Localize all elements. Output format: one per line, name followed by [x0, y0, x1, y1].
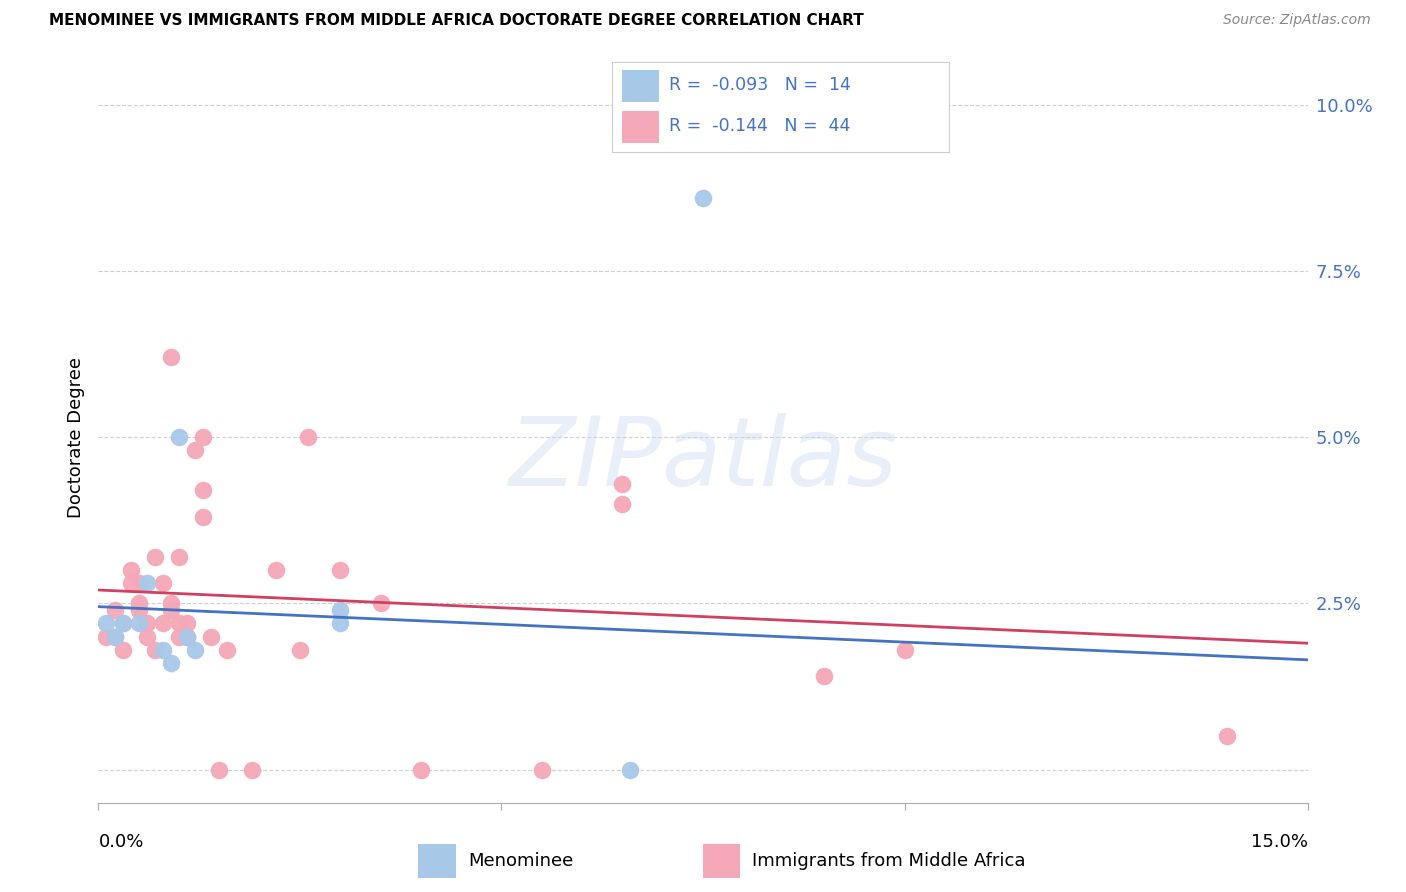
Point: [167, 616, 190, 631]
Point: [135, 616, 157, 631]
Point: [111, 616, 134, 631]
Point: [111, 643, 134, 657]
Point: [128, 596, 150, 610]
Point: [612, 476, 634, 491]
Point: [135, 630, 157, 644]
Text: R =  -0.144   N =  44: R = -0.144 N = 44: [669, 117, 851, 136]
Point: [128, 616, 150, 631]
Point: [240, 763, 263, 777]
Point: [217, 643, 239, 657]
Point: [128, 576, 150, 591]
Point: [329, 616, 352, 631]
Point: [160, 596, 183, 610]
Point: [103, 603, 125, 617]
Point: [103, 630, 125, 644]
Point: [176, 630, 198, 644]
Point: [193, 509, 215, 524]
Text: R =  -0.093   N =  14: R = -0.093 N = 14: [669, 76, 851, 95]
Point: [160, 656, 183, 670]
Point: [329, 603, 352, 617]
Text: ZIPatlas: ZIPatlas: [509, 412, 897, 506]
Point: [612, 497, 634, 511]
Text: MENOMINEE VS IMMIGRANTS FROM MIDDLE AFRICA DOCTORATE DEGREE CORRELATION CHART: MENOMINEE VS IMMIGRANTS FROM MIDDLE AFRI…: [49, 13, 863, 29]
Point: [96, 616, 118, 631]
Point: [193, 430, 215, 444]
Text: Immigrants from Middle Africa: Immigrants from Middle Africa: [752, 852, 1026, 870]
Point: [176, 630, 198, 644]
Point: [409, 763, 432, 777]
Point: [167, 549, 190, 564]
Bar: [621, 111, 659, 143]
Point: [167, 430, 190, 444]
Point: [264, 563, 287, 577]
Text: Source: ZipAtlas.com: Source: ZipAtlas.com: [1223, 13, 1371, 28]
Text: Menominee: Menominee: [468, 852, 574, 870]
Point: [1216, 729, 1239, 743]
Point: [96, 630, 118, 644]
Point: [176, 616, 198, 631]
Y-axis label: Doctorate Degree: Doctorate Degree: [66, 357, 84, 517]
Bar: [419, 844, 456, 878]
Point: [135, 576, 157, 591]
Point: [143, 643, 166, 657]
Point: [184, 443, 207, 458]
Bar: [703, 844, 740, 878]
Point: [128, 603, 150, 617]
Point: [167, 630, 190, 644]
Point: [329, 563, 352, 577]
Point: [893, 643, 915, 657]
Point: [184, 643, 207, 657]
Text: 15.0%: 15.0%: [1250, 833, 1308, 851]
Point: [288, 643, 311, 657]
Point: [120, 576, 142, 591]
Text: 0.0%: 0.0%: [98, 833, 143, 851]
Point: [160, 351, 183, 365]
Point: [813, 669, 835, 683]
Point: [530, 763, 553, 777]
Point: [370, 596, 392, 610]
Point: [692, 191, 714, 205]
Point: [297, 430, 319, 444]
Point: [160, 603, 183, 617]
Point: [152, 576, 174, 591]
Bar: [621, 70, 659, 102]
Point: [208, 763, 231, 777]
Point: [152, 616, 174, 631]
Point: [143, 549, 166, 564]
Point: [111, 616, 134, 631]
Point: [200, 630, 222, 644]
Point: [619, 763, 641, 777]
Point: [193, 483, 215, 498]
Point: [103, 630, 125, 644]
Point: [152, 643, 174, 657]
Point: [120, 563, 142, 577]
